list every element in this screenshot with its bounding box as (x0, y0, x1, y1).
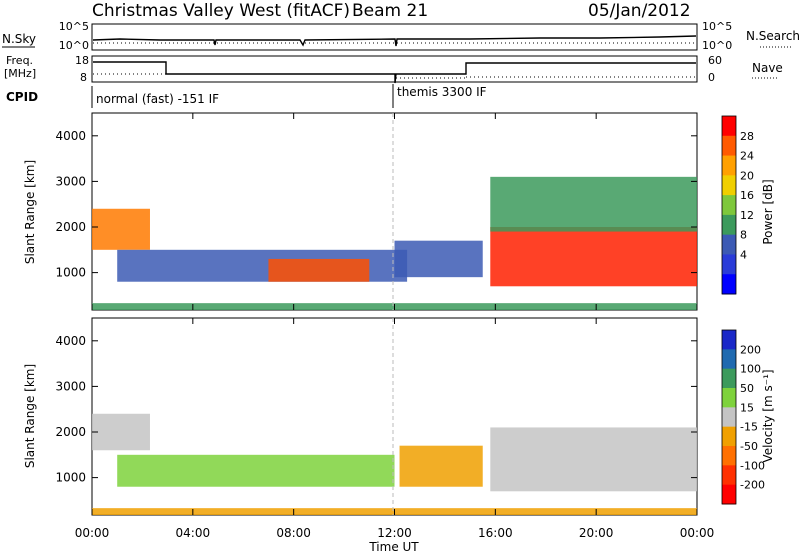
freq-label-2: [MHz] (4, 67, 36, 80)
velocity-colorbar-tick-5: -15 (740, 421, 758, 434)
power-echo-region-3 (268, 258, 370, 282)
velocity-xlabel: Time UT (368, 540, 419, 554)
nsky-tick-high: 10^5 (59, 20, 89, 33)
nsky-trace (92, 35, 697, 47)
velocity-colorbar-segment-4 (722, 388, 736, 408)
power-colorbar-segment-6 (722, 214, 736, 236)
velocity-ytick-label-1000: 1000 (55, 471, 86, 485)
velocity-colorbar-tick-7: -100 (740, 459, 765, 472)
freq-tick-high: 18 (75, 54, 89, 67)
power-colorbar-segment-4 (722, 175, 736, 196)
power-colorbar-tick-6: 8 (740, 229, 747, 242)
power-colorbar-tick-1: 28 (740, 130, 754, 143)
nsearch-tick-low: 10^0 (702, 39, 732, 52)
velocity-ytick-label-3000: 3000 (55, 379, 86, 393)
power-colorbar-frame (721, 115, 737, 295)
velocity-colorbar: 200 100 50 15 -15 -50 -100 -200 (721, 329, 765, 505)
velocity-colorbar-segment-5 (722, 407, 736, 428)
velocity-colorbar-segment-8 (722, 465, 736, 486)
velocity-colorbar-segment-1 (722, 330, 736, 350)
power-colorbar-tick-7: 4 (740, 248, 747, 261)
power-echo-region-4 (490, 227, 697, 287)
nave-tick-high: 60 (708, 54, 722, 67)
power-colorbar-tick-5: 12 (740, 209, 754, 222)
freq-label-1: Freq. (6, 54, 33, 67)
power-colorbar-tick-3: 20 (740, 169, 754, 182)
power-colorbar-segment-1 (722, 116, 736, 137)
velocity-colorbar-tick-4: 15 (740, 401, 754, 414)
power-ytick-label-2000: 2000 (55, 220, 86, 234)
beam-label: Beam 21 (352, 1, 428, 21)
freq-trace (93, 61, 696, 84)
nsearch-label: N.Search (746, 29, 800, 43)
velocity-echo-region-2 (117, 454, 395, 487)
power-colorbar: 28 24 20 16 12 8 4 (721, 115, 754, 295)
velocity-echo-region-4 (399, 445, 483, 487)
velocity-xtick-label-6: 00:00 (680, 526, 715, 540)
velocity-xtick-label-4: 16:00 (478, 526, 513, 540)
power-colorbar-label: Power [dB] (761, 179, 775, 244)
power-colorbar-tick-4: 16 (740, 189, 754, 202)
power-colorbar-segment-3 (722, 155, 736, 176)
velocity-ytick-label-4000: 4000 (55, 334, 86, 348)
date-label: 05/Jan/2012 (588, 1, 691, 21)
velocity-xtick-label-1: 04:00 (176, 526, 211, 540)
power-y-ticks: 1000 2000 3000 4000 (55, 129, 697, 280)
velocity-xtick-label-0: 00:00 (75, 526, 110, 540)
velocity-colorbar-segment-7 (722, 446, 736, 466)
velocity-xtick-label-3: 12:00 (377, 526, 412, 540)
nave-trace (93, 73, 696, 79)
power-ytick-label-4000: 4000 (55, 129, 86, 143)
velocity-echo-region-1 (92, 413, 150, 451)
station-title: Christmas Valley West (fitACF) (92, 1, 350, 21)
power-colorbar-tick-2: 24 (740, 150, 754, 163)
velocity-y-ticks: 1000 2000 3000 4000 (55, 334, 697, 485)
velocity-ytick-label-2000: 2000 (55, 425, 86, 439)
power-echo-region-1 (92, 208, 150, 250)
power-colorbar-segment-7 (722, 234, 736, 255)
freq-tick-low: 8 (80, 71, 87, 84)
power-colorbar-segment-8 (722, 254, 736, 275)
velocity-colorbar-tick-6: -50 (740, 440, 758, 453)
velocity-colorbar-tick-3: 50 (740, 382, 754, 395)
velocity-colorbar-segment-9 (722, 484, 736, 505)
power-echo-regions (92, 176, 697, 310)
nsearch-tick-high: 10^5 (702, 20, 732, 33)
velocity-x-ticks: 00:00 04:00 08:00 12:00 16:00 20:00 00:00 (75, 318, 715, 540)
velocity-colorbar-segment-2 (722, 349, 736, 370)
cpid-mode-2: themis 3300 IF (397, 85, 487, 99)
velocity-xtick-label-5: 20:00 (579, 526, 614, 540)
cpid-mode-1: normal (fast) -151 IF (96, 92, 219, 106)
power-echo-region-5 (490, 176, 697, 232)
velocity-echo-region-3 (490, 427, 697, 492)
velocity-colorbar-tick-8: -200 (740, 479, 765, 492)
power-ytick-label-3000: 3000 (55, 174, 86, 188)
velocity-colorbar-tick-2: 100 (740, 363, 761, 376)
velocity-colorbar-tick-1: 200 (740, 343, 761, 356)
velocity-colorbar-segment-3 (722, 368, 736, 389)
power-x-ticks (91, 113, 698, 310)
velocity-ylabel: Slant Range [km] (23, 364, 37, 468)
power-colorbar-segment-2 (722, 135, 736, 157)
power-ylabel: Slant Range [km] (23, 160, 37, 264)
velocity-colorbar-segment-6 (722, 426, 736, 447)
nsky-label: N.Sky (2, 32, 36, 46)
power-panel: 1000 2000 3000 4000 Slant Range [km] (23, 112, 698, 311)
power-echo-region-6 (394, 240, 483, 278)
power-colorbar-segment-9 (722, 274, 736, 295)
nave-label: Nave (752, 61, 783, 75)
power-colorbar-segment-5 (722, 195, 736, 216)
power-ytick-label-1000: 1000 (55, 266, 86, 280)
velocity-panel: 1000 2000 3000 4000 00:00 04:00 08:00 12:00 16:… (23, 317, 715, 554)
nave-tick-low: 0 (708, 71, 715, 84)
nsky-tick-low: 10^0 (59, 39, 89, 52)
velocity-xtick-label-2: 08:00 (276, 526, 311, 540)
nsky-panel (91, 23, 698, 51)
cpid-label: CPID (6, 90, 38, 104)
velocity-colorbar-label: Velocity [m s⁻¹] (761, 369, 775, 462)
velocity-colorbar-frame (721, 329, 737, 505)
